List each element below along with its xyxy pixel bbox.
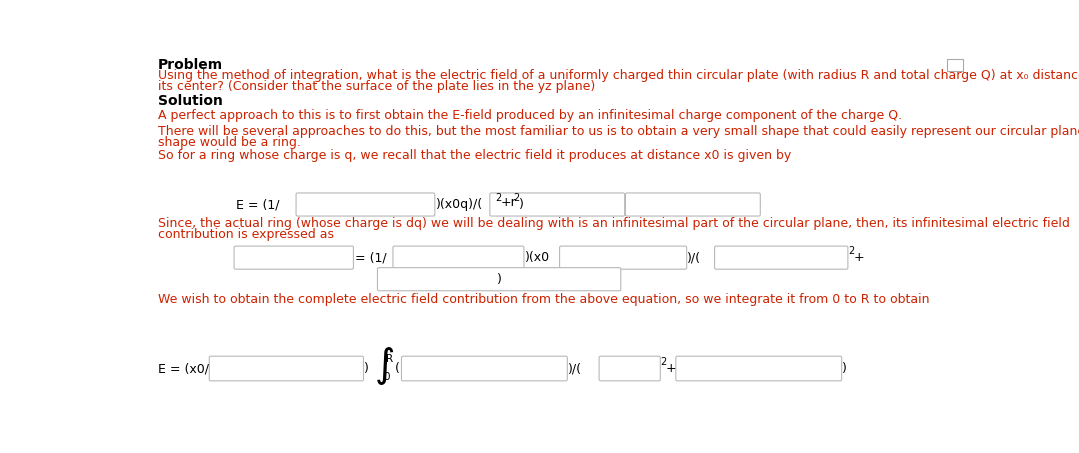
FancyBboxPatch shape xyxy=(626,193,761,216)
Text: +: + xyxy=(666,362,677,375)
Text: So for a ring whose charge is q, we recall that the electric field it produces a: So for a ring whose charge is q, we reca… xyxy=(159,149,791,163)
FancyBboxPatch shape xyxy=(947,59,962,71)
Text: We wish to obtain the complete electric field contribution from the above equati: We wish to obtain the complete electric … xyxy=(159,293,930,306)
FancyBboxPatch shape xyxy=(209,356,364,381)
Text: There will be several approaches to do this, but the most familiar to us is to o: There will be several approaches to do t… xyxy=(159,125,1079,138)
Text: 0: 0 xyxy=(384,372,391,382)
Text: ): ) xyxy=(496,273,502,286)
FancyBboxPatch shape xyxy=(401,356,568,381)
Text: ): ) xyxy=(843,362,847,375)
Text: 2: 2 xyxy=(514,193,519,203)
Text: = (1/: = (1/ xyxy=(355,251,386,264)
FancyBboxPatch shape xyxy=(393,246,524,269)
FancyBboxPatch shape xyxy=(675,356,842,381)
FancyBboxPatch shape xyxy=(234,246,354,269)
Text: +: + xyxy=(855,251,864,264)
Text: E = (1/: E = (1/ xyxy=(235,198,279,211)
Text: Solution: Solution xyxy=(159,94,223,107)
Text: A perfect approach to this is to first obtain the E-field produced by an infinit: A perfect approach to this is to first o… xyxy=(159,110,902,122)
FancyBboxPatch shape xyxy=(560,246,686,269)
FancyBboxPatch shape xyxy=(599,356,660,381)
Text: Problem: Problem xyxy=(159,58,223,72)
FancyBboxPatch shape xyxy=(714,246,848,269)
Text: its center? (Consider that the surface of the plate lies in the yz plane): its center? (Consider that the surface o… xyxy=(159,80,596,93)
Text: $\int$: $\int$ xyxy=(373,345,394,387)
Text: )(x0: )(x0 xyxy=(524,251,550,264)
Text: Since, the actual ring (whose charge is dq) we will be dealing with is an infini: Since, the actual ring (whose charge is … xyxy=(159,217,1070,230)
Text: ): ) xyxy=(365,362,369,375)
Text: ): ) xyxy=(519,198,523,211)
Text: (: ( xyxy=(395,362,400,375)
Text: )/(: )/( xyxy=(569,362,582,375)
Text: )(x0q)/(: )(x0q)/( xyxy=(436,198,482,211)
Text: contribution is expressed as: contribution is expressed as xyxy=(159,228,334,241)
Text: +r: +r xyxy=(501,196,517,209)
Text: )/(: )/( xyxy=(687,251,701,264)
FancyBboxPatch shape xyxy=(378,268,620,291)
Text: 2: 2 xyxy=(495,193,502,203)
FancyBboxPatch shape xyxy=(490,193,625,216)
FancyBboxPatch shape xyxy=(296,193,435,216)
Text: R: R xyxy=(386,353,393,363)
Text: E = (x0/: E = (x0/ xyxy=(159,362,209,375)
Text: Using the method of integration, what is the electric field of a uniformly charg: Using the method of integration, what is… xyxy=(159,69,1079,82)
Text: 2: 2 xyxy=(848,246,855,256)
Text: 2: 2 xyxy=(660,357,667,366)
Text: shape would be a ring.: shape would be a ring. xyxy=(159,135,301,149)
